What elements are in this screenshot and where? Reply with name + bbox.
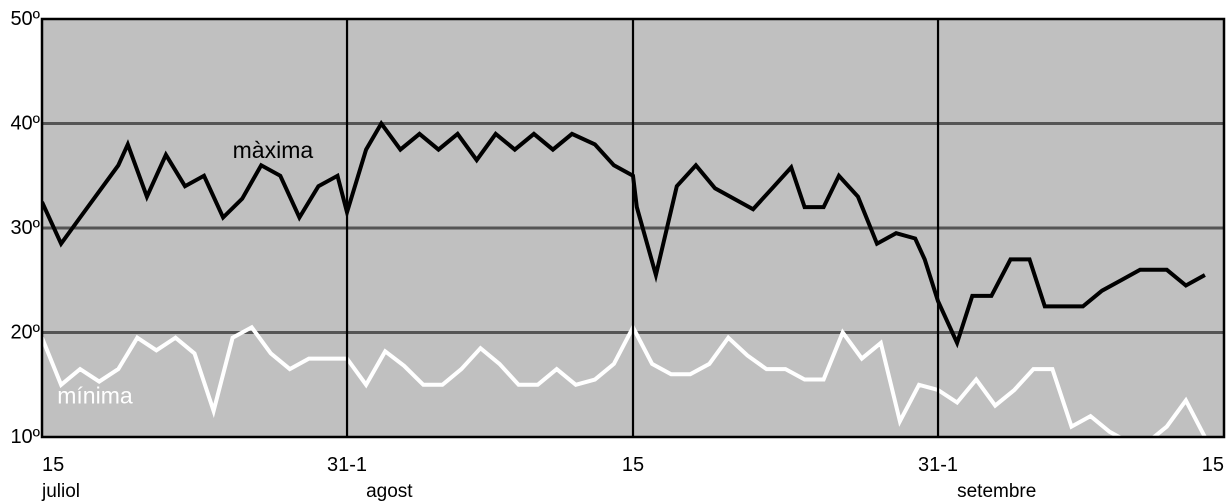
plot-frame bbox=[40, 17, 1226, 439]
y-tick-label: 30º bbox=[10, 217, 40, 239]
month-label: agost bbox=[366, 481, 413, 502]
x-tick-label: 31-1 bbox=[918, 454, 958, 476]
series-label-minima: mínima bbox=[57, 383, 133, 409]
x-tick-label: 15 bbox=[42, 454, 64, 476]
series-label-maxima: màxima bbox=[233, 137, 314, 163]
y-axis-ticks: 10º 20º 30º 40º 50º bbox=[10, 8, 40, 448]
x-tick-label: 15 bbox=[1202, 454, 1224, 476]
x-tick-label: 31-1 bbox=[327, 454, 367, 476]
series-line-minima bbox=[42, 322, 1207, 437]
vertical-divider-lines bbox=[345, 19, 940, 437]
x-axis-ticks: 15 31-1 15 31-1 15 bbox=[42, 454, 1224, 476]
y-tick-label: 50º bbox=[10, 8, 40, 30]
y-tick-label: 10º bbox=[10, 426, 40, 448]
series-labels: màxima mínima bbox=[57, 137, 313, 409]
x-tick-label: 15 bbox=[622, 454, 644, 476]
y-tick-label: 20º bbox=[10, 322, 40, 344]
month-label: juliol bbox=[41, 481, 80, 502]
month-labels: juliol agost setembre bbox=[41, 481, 1036, 502]
month-label: setembre bbox=[957, 481, 1036, 502]
y-tick-label: 40º bbox=[10, 113, 40, 135]
